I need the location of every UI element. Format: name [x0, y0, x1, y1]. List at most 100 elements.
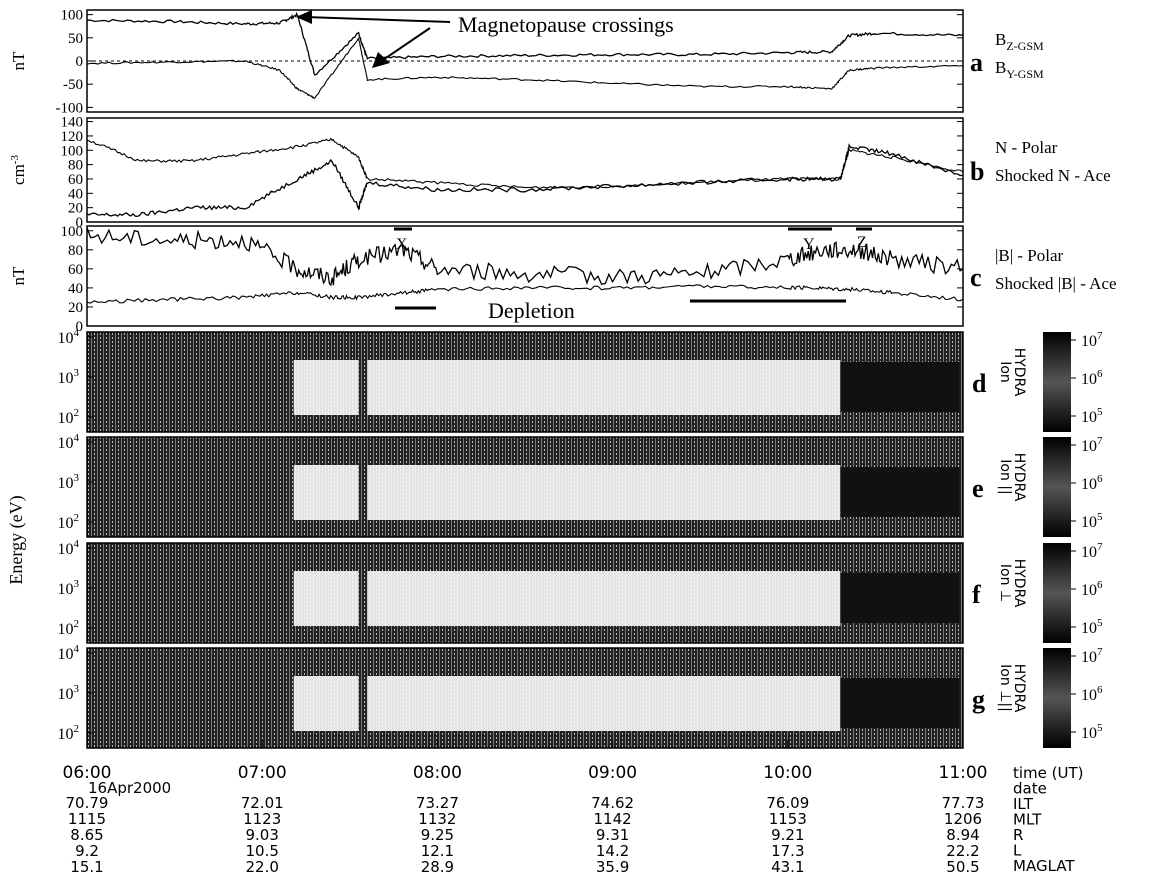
y-tick-label: 100	[61, 8, 84, 24]
y-tick-base: 10	[58, 541, 74, 558]
y-tick-label: 102	[58, 512, 80, 532]
ephemeris-row-label: R	[1013, 826, 1023, 844]
y-tick-label: 103	[58, 472, 80, 492]
depletion-label: Depletion	[488, 298, 575, 323]
y-tick-exp: 2	[74, 723, 80, 735]
y-tick-label: -100	[56, 100, 84, 116]
y-tick-exp: 3	[74, 578, 80, 590]
y-tick-label: 100	[61, 143, 84, 159]
colorbar-tick-label: 105	[1081, 617, 1103, 637]
label-line-2: Ion	[997, 361, 1013, 383]
panel-letter: b	[970, 157, 984, 186]
cbar-exp: 7	[1097, 435, 1103, 447]
ephemeris-value-mlt: 1123	[243, 810, 281, 828]
ephemeris-row-label: MAGLAT	[1013, 857, 1075, 875]
ephemeris-value-r: 9.21	[771, 826, 804, 844]
cbar-base: 10	[1081, 438, 1097, 455]
cbar-exp: 6	[1097, 579, 1103, 591]
colorbar	[1043, 648, 1071, 748]
series-line-2	[86, 284, 964, 304]
x-tick-label: 09:00	[588, 763, 637, 783]
ephemeris-value-maglat: 22.0	[245, 858, 278, 876]
high-flux-region	[840, 573, 960, 623]
panel-frame	[86, 225, 964, 327]
label-line-1: HYDRA	[1011, 348, 1027, 397]
colorbar-tick-label: 106	[1081, 473, 1103, 493]
panel-letter: e	[972, 474, 984, 503]
spectrogram-frame	[86, 647, 964, 749]
colorbar	[1043, 332, 1071, 432]
colorbar-tick-label: 106	[1081, 368, 1103, 388]
colorbar-tick-label: 105	[1081, 511, 1103, 531]
cbar-exp: 7	[1097, 646, 1103, 658]
cbar-base: 10	[1081, 371, 1097, 388]
cbar-exp: 7	[1097, 330, 1103, 342]
y-tick-exp: 2	[74, 512, 80, 524]
cbar-exp: 6	[1097, 684, 1103, 696]
cbar-base: 10	[1081, 620, 1097, 637]
panel-frame	[86, 117, 964, 223]
y-axis-label-sup: -3	[9, 155, 21, 165]
y-tick-base: 10	[58, 370, 74, 387]
legend-main: B	[995, 58, 1006, 77]
spectrogram-label: HYDRAIon ⊥	[997, 559, 1027, 608]
arrow-right-head-icon	[372, 52, 390, 68]
panel-letter: g	[972, 685, 985, 714]
annotations: Magnetopause crossings Depletion X Y Z	[296, 10, 872, 323]
label-line-2: Ion ⊥	[997, 564, 1013, 602]
high-flux-region	[840, 678, 960, 728]
y-tick-base: 10	[58, 330, 74, 347]
arrow-left-head-icon	[296, 10, 312, 24]
y-tick-label: 40	[68, 186, 83, 202]
y-tick-label: 0	[76, 54, 84, 70]
legend-entry: |B| - Polar	[995, 246, 1064, 265]
colorbar-tick-label: 107	[1081, 330, 1103, 350]
y-tick-label: 104	[58, 327, 80, 347]
cbar-exp: 5	[1097, 511, 1103, 523]
high-flux-region	[840, 362, 960, 412]
y-tick-label: 100	[61, 224, 84, 240]
series-line-1	[86, 227, 964, 287]
y-tick-label: 103	[58, 367, 80, 387]
y-tick-label: 50	[68, 31, 83, 47]
cbar-base: 10	[1081, 544, 1097, 561]
arrow-left-line	[304, 16, 451, 23]
footer-ephemeris: 06:00 07:00 08:00 09:00 10:00 11:0016Apr20007…	[63, 740, 1084, 876]
y-tick-base: 10	[58, 646, 74, 663]
label-line-2: Ion ||	[997, 459, 1013, 494]
ephemeris-value-ilt: 76.09	[766, 794, 809, 812]
ephemeris-value-ilt: 77.73	[942, 794, 985, 812]
y-tick-label: 103	[58, 683, 80, 703]
series-line-2	[86, 137, 964, 190]
legend-sub: Z-GSM	[1006, 39, 1044, 53]
ephemeris-value-mlt: 1206	[944, 810, 982, 828]
x-tick-label: 10:00	[763, 763, 812, 783]
label-line-2: Ion ⊥||	[997, 664, 1013, 712]
spectrogram-label: HYDRAIon ⊥||	[997, 664, 1027, 713]
y-axis-label: cm-3	[9, 155, 28, 185]
ephemeris-value-ilt: 73.27	[416, 794, 459, 812]
y-tick-label: 102	[58, 407, 80, 427]
colorbar	[1043, 543, 1071, 643]
legend-entry: Shocked N - Ace	[995, 166, 1111, 185]
ephemeris-value-mlt: 1115	[68, 810, 106, 828]
ephemeris-value-ilt: 72.01	[241, 794, 284, 812]
ephemeris-value-r: 8.65	[70, 826, 103, 844]
arrow-right-line	[379, 27, 431, 63]
label-line-1: HYDRA	[1011, 453, 1027, 502]
low-flux-region	[367, 571, 841, 626]
cbar-base: 10	[1081, 649, 1097, 666]
cbar-base: 10	[1081, 725, 1097, 742]
panel-c: 100 80 60 40 20 0 nT c |B| - Polar Shocked |B| - …	[9, 224, 1117, 335]
energy-axis-label: Energy (eV)	[6, 495, 27, 584]
legend-entry: BZ-GSM	[995, 30, 1044, 53]
y-tick-exp: 3	[74, 683, 80, 695]
ephemeris-value-maglat: 15.1	[70, 858, 103, 876]
